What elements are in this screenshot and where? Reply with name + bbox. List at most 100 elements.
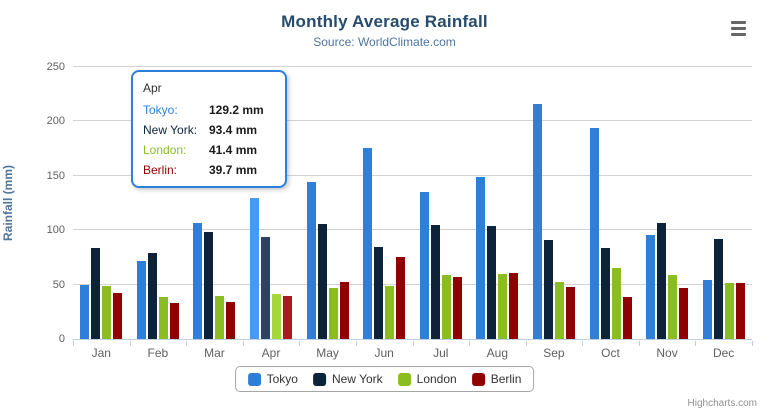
legend-label: New York <box>331 372 383 386</box>
bar-london-jun[interactable] <box>385 286 395 339</box>
bar-tokyo-aug[interactable] <box>476 177 486 339</box>
bar-berlin-nov[interactable] <box>679 288 689 339</box>
bar-berlin-mar[interactable] <box>226 301 236 339</box>
bar-new-york-dec[interactable] <box>713 238 723 339</box>
legend-label: Berlin <box>490 372 522 386</box>
hamburger-icon <box>731 21 746 24</box>
bar-group-sep <box>526 68 583 339</box>
bar-new-york-jul[interactable] <box>430 224 440 339</box>
bar-london-mar[interactable] <box>215 296 225 339</box>
bar-group-apr <box>243 68 300 339</box>
bar-berlin-jan[interactable] <box>113 292 123 339</box>
export-menu-button[interactable] <box>729 20 749 37</box>
x-axis-tick <box>639 341 640 346</box>
bar-tokyo-jul[interactable] <box>419 191 429 339</box>
bar-london-feb[interactable] <box>158 296 168 339</box>
x-axis-tick <box>186 341 187 346</box>
bar-tokyo-nov[interactable] <box>646 235 656 339</box>
bar-tokyo-feb[interactable] <box>136 261 146 339</box>
credits-link[interactable]: Highcharts.com <box>687 398 757 409</box>
legend-label: Tokyo <box>266 372 298 386</box>
chart-subtitle: Source: WorldClimate.com <box>313 35 456 49</box>
bar-group-dec <box>695 68 752 339</box>
x-axis-label-nov: Nov <box>656 346 678 360</box>
bar-london-sep[interactable] <box>554 282 564 339</box>
x-axis-label-may: May <box>316 346 339 360</box>
bar-london-jan[interactable] <box>102 285 112 339</box>
bar-new-york-nov[interactable] <box>657 223 667 339</box>
x-axis-tick <box>695 341 696 346</box>
gridline-250 <box>73 66 752 67</box>
bar-new-york-apr[interactable] <box>261 237 271 339</box>
legend-symbol-icon <box>247 372 261 386</box>
bar-tokyo-apr[interactable] <box>250 198 260 339</box>
bar-group-nov <box>639 68 696 339</box>
tooltip-series-value: 129.2 mm <box>209 103 264 117</box>
bar-london-aug[interactable] <box>498 274 508 339</box>
bar-new-york-jun[interactable] <box>374 247 384 339</box>
x-axis-tick <box>73 341 74 346</box>
bar-new-york-oct[interactable] <box>600 248 610 339</box>
x-axis-tick <box>752 341 753 346</box>
bar-london-jul[interactable] <box>441 274 451 339</box>
bar-new-york-aug[interactable] <box>487 225 497 339</box>
bar-new-york-sep[interactable] <box>543 239 553 339</box>
bar-group-may <box>299 68 356 339</box>
bar-berlin-sep[interactable] <box>565 287 575 339</box>
bar-berlin-dec[interactable] <box>735 283 745 339</box>
legend-item-berlin[interactable]: Berlin <box>471 372 522 386</box>
x-axis-label-jun: Jun <box>374 346 394 360</box>
x-axis-label-jul: Jul <box>433 346 449 360</box>
bar-tokyo-sep[interactable] <box>532 103 542 339</box>
bar-group-jul <box>413 68 470 339</box>
bar-tokyo-mar[interactable] <box>193 223 203 339</box>
tooltip-series-value: 39.7 mm <box>209 163 258 177</box>
legend-item-new-york[interactable]: New York <box>312 372 383 386</box>
bar-group-jan <box>73 68 130 339</box>
x-axis-tick <box>243 341 244 346</box>
bar-tokyo-jun[interactable] <box>363 147 373 339</box>
bar-new-york-feb[interactable] <box>147 253 157 339</box>
bar-berlin-jul[interactable] <box>452 276 462 339</box>
bar-group-feb <box>130 68 187 339</box>
bar-new-york-mar[interactable] <box>204 231 214 339</box>
bar-group-jun <box>356 68 413 339</box>
bar-london-dec[interactable] <box>724 283 734 339</box>
x-axis-label-sep: Sep <box>543 346 565 360</box>
bar-london-apr[interactable] <box>272 294 282 339</box>
hamburger-icon <box>731 27 746 30</box>
bar-berlin-may[interactable] <box>339 281 349 339</box>
bar-london-nov[interactable] <box>668 274 678 339</box>
bar-group-mar <box>186 68 243 339</box>
bar-tokyo-dec[interactable] <box>702 279 712 339</box>
x-axis-tick <box>526 341 527 346</box>
legend-item-london[interactable]: London <box>397 372 457 386</box>
y-axis-label-200: 200 <box>46 115 65 128</box>
bar-new-york-may[interactable] <box>317 223 327 339</box>
bar-tokyo-may[interactable] <box>306 182 316 339</box>
legend-item-tokyo[interactable]: Tokyo <box>247 372 298 386</box>
bar-berlin-feb[interactable] <box>169 302 179 339</box>
y-axis-label-150: 150 <box>46 169 65 182</box>
bar-london-oct[interactable] <box>611 268 621 339</box>
bar-tokyo-jan[interactable] <box>80 284 90 339</box>
tooltip-header: Apr <box>143 81 162 95</box>
y-axis-label-50: 50 <box>52 278 65 291</box>
tooltip-series-name: London: <box>143 143 187 157</box>
bar-new-york-jan[interactable] <box>91 248 101 339</box>
bar-berlin-jun[interactable] <box>396 256 406 339</box>
bar-tokyo-oct[interactable] <box>589 127 599 339</box>
gridline-100 <box>73 229 752 231</box>
plot-area <box>73 66 753 346</box>
tooltip-row-new-york: New York: 93.4 mm <box>143 120 275 140</box>
bar-berlin-aug[interactable] <box>509 273 519 339</box>
tooltip-series-name: Berlin: <box>143 163 178 177</box>
tooltip-row-london: London: 41.4 mm <box>143 140 275 160</box>
tooltip-series-name: Tokyo: <box>143 103 178 117</box>
bar-london-may[interactable] <box>328 287 338 339</box>
bar-berlin-apr[interactable] <box>283 295 293 339</box>
x-axis-tick <box>582 341 583 346</box>
bar-berlin-oct[interactable] <box>622 296 632 339</box>
x-axis-labels: Jan Feb Mar Apr May Jun Jul Aug Sep Oct Nov Dec <box>73 346 752 360</box>
